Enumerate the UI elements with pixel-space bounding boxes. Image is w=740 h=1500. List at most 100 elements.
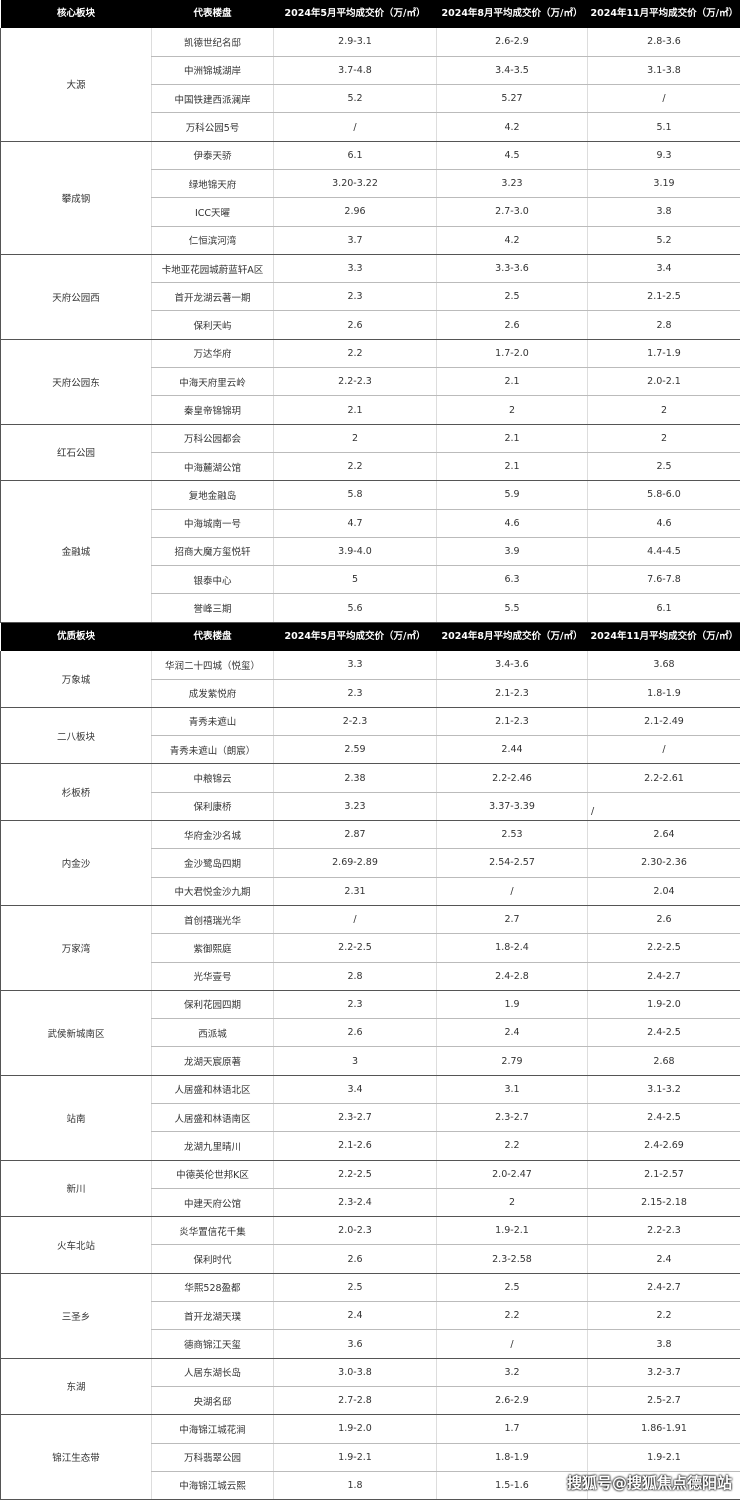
nov-price-cell: 3.8 <box>588 1330 740 1358</box>
aug-price-cell: 2.53 <box>437 821 588 849</box>
project-cell: 万达华府 <box>152 339 274 367</box>
district-cell: 万家湾 <box>1 905 152 990</box>
nov-price-cell: 2 <box>588 396 740 424</box>
project-cell: 保利花园四期 <box>152 990 274 1018</box>
may-price-cell: 5.2 <box>274 85 437 113</box>
project-cell: 仁恒滨河湾 <box>152 226 274 254</box>
nov-price-cell: 1.7-1.9 <box>588 339 740 367</box>
nov-price-cell: / <box>588 736 740 764</box>
may-price-cell: 2-2.3 <box>274 707 437 735</box>
may-price-cell: 2.3 <box>274 990 437 1018</box>
column-header: 优质板块 <box>1 623 152 651</box>
nov-price-cell: 2.4-2.7 <box>588 1273 740 1301</box>
aug-price-cell: 4.6 <box>437 509 588 537</box>
may-price-cell: 2.7-2.8 <box>274 1386 437 1414</box>
aug-price-cell: 4.5 <box>437 141 588 169</box>
project-cell: 万科翡翠公园 <box>152 1443 274 1471</box>
may-price-cell: 2.6 <box>274 311 437 339</box>
project-cell: 誉峰三期 <box>152 594 274 622</box>
nov-price-cell: 3.19 <box>588 169 740 197</box>
nov-price-cell: 9.3 <box>588 141 740 169</box>
project-cell: 中洲锦城湖岸 <box>152 56 274 84</box>
project-cell: 华润二十四城（悦玺） <box>152 651 274 679</box>
project-cell: 人居盛和林语南区 <box>152 1103 274 1131</box>
may-price-cell: 3.6 <box>274 1330 437 1358</box>
project-cell: 炎华置信花千集 <box>152 1217 274 1245</box>
nov-price-cell: 2.5-2.7 <box>588 1386 740 1414</box>
nov-price-cell: 2.6 <box>588 905 740 933</box>
project-cell: 保利时代 <box>152 1245 274 1273</box>
aug-price-cell: 5.27 <box>437 85 588 113</box>
may-price-cell: 2.2 <box>274 339 437 367</box>
nov-price-cell: 2.2-2.3 <box>588 1217 740 1245</box>
district-cell: 红石公园 <box>1 424 152 481</box>
aug-price-cell: 5.5 <box>437 594 588 622</box>
project-cell: 金沙鹭岛四期 <box>152 849 274 877</box>
may-price-cell: 3.23 <box>274 792 437 820</box>
aug-price-cell: 3.1 <box>437 1075 588 1103</box>
project-cell: 人居盛和林语北区 <box>152 1075 274 1103</box>
may-price-cell: 2.96 <box>274 198 437 226</box>
district-cell: 大源 <box>1 28 152 141</box>
aug-price-cell: 2.1 <box>437 452 588 480</box>
nov-price-cell: 2.64 <box>588 821 740 849</box>
column-header: 2024年5月平均成交价（万/㎡） <box>274 0 437 28</box>
project-cell: 人居东湖长岛 <box>152 1358 274 1386</box>
project-cell: 中海锦江城花涧 <box>152 1415 274 1443</box>
project-cell: 秦皇帝锦锦玥 <box>152 396 274 424</box>
may-price-cell: 6.1 <box>274 141 437 169</box>
project-cell: 光华壹号 <box>152 962 274 990</box>
nov-price-cell: 2.30-2.36 <box>588 849 740 877</box>
project-cell: 中建天府公馆 <box>152 1188 274 1216</box>
aug-price-cell: 2 <box>437 396 588 424</box>
may-price-cell: 3.3 <box>274 651 437 679</box>
may-price-cell: 2.6 <box>274 1019 437 1047</box>
may-price-cell: 3.7 <box>274 226 437 254</box>
project-cell: 青秀未遮山（朗宸） <box>152 736 274 764</box>
project-cell: 首开龙湖云著一期 <box>152 283 274 311</box>
may-price-cell: 2.3-2.4 <box>274 1188 437 1216</box>
aug-price-cell: 2.5 <box>437 283 588 311</box>
aug-price-cell: 2.1-2.3 <box>437 679 588 707</box>
project-cell: 西派城 <box>152 1019 274 1047</box>
project-cell: 中海锦江城云熙 <box>152 1471 274 1499</box>
project-cell: 成发紫悦府 <box>152 679 274 707</box>
aug-price-cell: 1.7-2.0 <box>437 339 588 367</box>
may-price-cell: 2.87 <box>274 821 437 849</box>
project-cell: 复地金融岛 <box>152 481 274 509</box>
nov-price-cell: 2.2-2.5 <box>588 934 740 962</box>
nov-price-cell: 4.6 <box>588 509 740 537</box>
aug-price-cell: 1.8-1.9 <box>437 1443 588 1471</box>
district-cell: 天府公园西 <box>1 254 152 339</box>
nov-price-cell: 3.2-3.7 <box>588 1358 740 1386</box>
district-cell: 攀成钢 <box>1 141 152 254</box>
nov-price-cell: 2.4-2.69 <box>588 1132 740 1160</box>
nov-price-cell: 2.4 <box>588 1245 740 1273</box>
project-cell: 万科公园5号 <box>152 113 274 141</box>
project-cell: 龙湖天宸原著 <box>152 1047 274 1075</box>
nov-price-cell: 2.0-2.1 <box>588 368 740 396</box>
column-header: 代表楼盘 <box>152 623 274 651</box>
aug-price-cell: 2.54-2.57 <box>437 849 588 877</box>
may-price-cell: 2.2-2.5 <box>274 934 437 962</box>
aug-price-cell: 2.6 <box>437 311 588 339</box>
district-cell: 内金沙 <box>1 821 152 906</box>
may-price-cell: 2.8 <box>274 962 437 990</box>
project-cell: 龙湖九里晴川 <box>152 1132 274 1160</box>
aug-price-cell: 3.4-3.6 <box>437 651 588 679</box>
aug-price-cell: 2.0-2.47 <box>437 1160 588 1188</box>
may-price-cell: 1.9-2.0 <box>274 1415 437 1443</box>
may-price-cell: 4.7 <box>274 509 437 537</box>
project-cell: 中海城南一号 <box>152 509 274 537</box>
project-cell: 首创禧瑞光华 <box>152 905 274 933</box>
aug-price-cell: 3.3-3.6 <box>437 254 588 282</box>
